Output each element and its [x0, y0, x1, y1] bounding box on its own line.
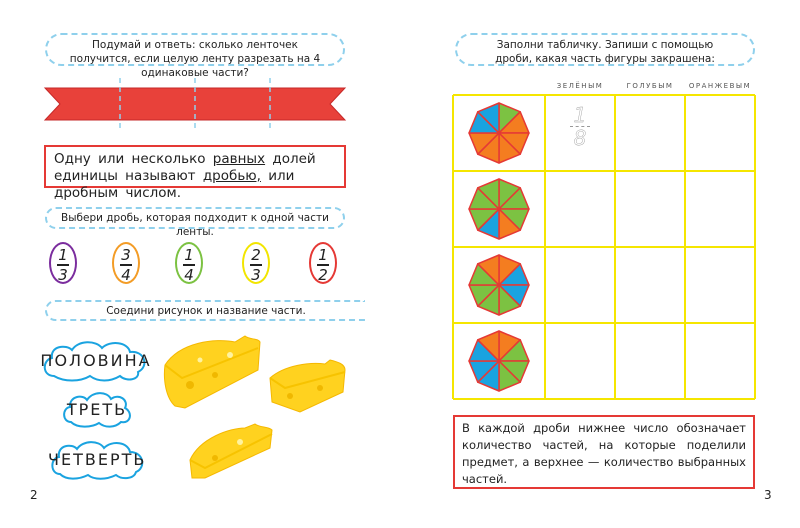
page-number-left: 2	[30, 488, 38, 502]
column-header-blue: ГОЛУБЫМ	[626, 82, 674, 90]
answer-cell[interactable]	[547, 173, 613, 245]
task-match-text: Соедини рисунок и название части.	[106, 305, 306, 317]
word-cloud-half[interactable]: ПОЛОВИНА	[40, 338, 152, 382]
fraction-bar	[317, 264, 329, 266]
task-choose-bubble: Выбери дробь, которая подходит к одной ч…	[45, 207, 345, 238]
definition-text: Одну или несколько	[54, 151, 213, 167]
answer-cell[interactable]	[687, 173, 753, 245]
cheese-third-picture[interactable]	[269, 359, 346, 413]
fraction-numerator: 1	[318, 246, 328, 264]
task-fill-table-text: Заполни табличку. Запиши с помощью дроби…	[495, 39, 715, 65]
answer-cell[interactable]	[687, 249, 753, 321]
octagon-sector	[477, 254, 500, 286]
example-numerator: 1	[573, 103, 587, 127]
cheese-half-picture[interactable]	[163, 335, 261, 409]
fraction-bar	[570, 126, 590, 127]
answer-cell[interactable]	[547, 249, 613, 321]
answer-cell[interactable]	[617, 173, 683, 245]
answer-cell[interactable]	[617, 97, 683, 169]
fraction-denominator: 4	[121, 265, 131, 284]
fraction-bar	[250, 264, 262, 266]
cloud-icon	[43, 341, 146, 382]
fraction-bar	[57, 264, 69, 266]
example-fraction: 1 8	[565, 104, 595, 149]
note-text: В каждой дроби нижнее число обозначает к…	[462, 421, 746, 486]
fraction-denominator: 3	[58, 265, 68, 284]
example-denominator: 8	[573, 126, 587, 150]
column-header-green: ЗЕЛЁНЫМ	[556, 82, 604, 90]
answer-cell[interactable]	[687, 97, 753, 169]
octagon-sector	[477, 102, 500, 134]
task-choose-text: Выбери дробь, которая подходит к одной ч…	[61, 212, 329, 238]
cheese-pictures	[163, 335, 346, 479]
cloud-icon	[51, 441, 144, 480]
word-label: ПОЛОВИНА	[40, 351, 152, 370]
octagon-sector	[477, 330, 500, 362]
word-cloud-quarter[interactable]: ЧЕТВЕРТЬ	[48, 438, 146, 480]
fraction-numerator: 2	[251, 246, 261, 264]
task-fill-table-bubble: Заполни табличку. Запиши с помощью дроби…	[455, 33, 755, 66]
answer-cell[interactable]	[547, 325, 613, 397]
cheese-quarter-picture[interactable]	[189, 423, 273, 479]
word-cloud-third[interactable]: ТРЕТЬ	[61, 390, 133, 428]
word-label: ТРЕТЬ	[66, 400, 128, 419]
fraction-numerator: 1	[184, 246, 194, 264]
fraction-table	[452, 94, 756, 400]
ribbon	[43, 78, 347, 132]
definition-box: Одну или несколько равных долей единицы …	[44, 145, 346, 201]
page-number-right: 3	[764, 488, 772, 502]
answer-cell[interactable]	[617, 325, 683, 397]
fraction-numerator: 1	[58, 246, 68, 264]
answer-cell[interactable]	[617, 249, 683, 321]
fraction-bar	[183, 264, 195, 266]
note-box: В каждой дроби нижнее число обозначает к…	[453, 415, 755, 489]
octagon-sector	[477, 178, 500, 210]
word-label: ЧЕТВЕРТЬ	[48, 450, 147, 469]
task-question-text: Подумай и ответь: сколько ленточек получ…	[69, 39, 321, 79]
fraction-numerator: 3	[121, 246, 131, 264]
definition-text: или дробным числом.	[54, 168, 295, 201]
task-match-bubble: Соедини рисунок и название части.	[45, 300, 365, 321]
task-question-bubble: Подумай и ответь: сколько ленточек получ…	[45, 33, 345, 79]
answer-cell[interactable]	[687, 325, 753, 397]
cloud-icon	[63, 392, 131, 428]
column-header-orange: ОРАНЖЕВЫМ	[688, 82, 752, 90]
definition-underlined: дробью,	[202, 168, 261, 184]
definition-text: долей единицы называют	[54, 151, 316, 184]
fraction-denominator: 3	[251, 265, 261, 284]
definition-underlined: равных	[212, 151, 266, 167]
fraction-bar	[120, 264, 132, 266]
fraction-denominator: 2	[318, 265, 328, 284]
fraction-denominator: 4	[184, 265, 194, 284]
